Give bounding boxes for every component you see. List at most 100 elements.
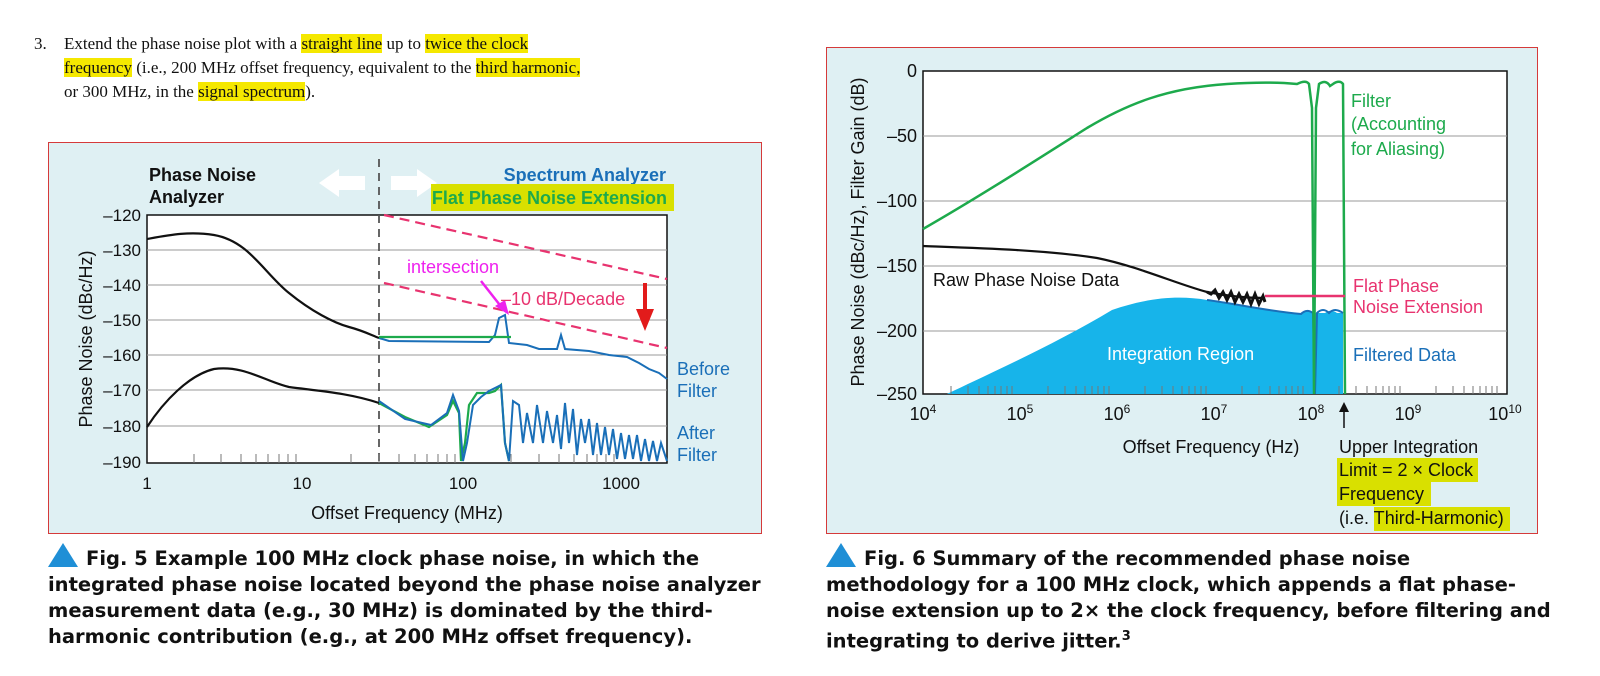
fig5-after-black-curve [146,367,380,428]
y-tick: –250 [877,384,917,404]
triangle-icon [48,543,78,567]
fig5-pna-label: Phase Noise [149,165,256,185]
y-tick: –200 [877,321,917,341]
y-tick: –190 [103,453,141,472]
x-tick: 10 [293,474,312,493]
caption-text: Fig. 5 Example 100 MHz clock phase noise… [48,547,761,648]
fig5-pna-label: Analyzer [149,187,224,207]
fig5-sa-label: Spectrum Analyzer [504,165,666,185]
fig6-x-ticks: 104 105 106 107 108 109 1010 [910,402,1522,424]
fig6-flat-label-line: Noise Extension [1353,297,1483,317]
down-arrow-icon [636,309,654,331]
fig5-y-ticks: –120 –130 –140 –150 –160 –170 –180 –190 [103,206,141,472]
fig5-slope-line-lower [383,281,668,350]
fig5-before-label: Filter [677,381,717,401]
fig6-filter-label: Filter (Accounting for Aliasing) [1351,91,1446,159]
y-tick: –50 [887,126,917,146]
fig6-upper-highlight [1337,458,1478,482]
fig5-flat-label-bg [431,184,674,211]
step-seg: ). [305,82,316,101]
fig6-filtered-curve [1206,299,1344,395]
x-tick: 109 [1395,402,1422,424]
step-paragraph: 3. Extend the phase noise plot with a st… [34,32,594,104]
y-tick: –180 [103,417,141,436]
x-tick: 107 [1201,402,1228,424]
fig6-upper-label: Limit = 2 × Clock [1339,460,1474,480]
triangle-icon [826,543,856,567]
fig6-filter-label-line: for Aliasing) [1351,139,1445,159]
fig5-series-labels: Before Filter After Filter [677,359,730,465]
arrow-head-icon [495,300,509,315]
fig5-before-blue-curve [378,313,668,380]
fig5-before-black-curve [146,232,380,340]
x-tick: 105 [1007,402,1034,424]
y-tick: –170 [103,381,141,400]
fig6-upper-label: (i.e. Third-Harmonic) [1339,508,1504,528]
figure-5-svg: Phase Noise Analyzer Spectrum Analyzer F… [76,159,730,523]
y-tick: –160 [103,346,141,365]
fig6-minor-ticks [950,386,1498,394]
y-tick: –150 [877,256,917,276]
figure-6-panel: 0 –50 –100 –150 –200 –250 104 105 106 10… [826,47,1538,534]
fig6-flat-label-line: Flat Phase [1353,276,1439,296]
step-highlight: third harmonic, [475,58,581,77]
fig5-slope-label: –10 dB/Decade [501,289,625,309]
fig5-minor-ticks [193,454,615,463]
step-seg: Extend the phase noise plot with a [64,34,302,53]
fig5-after-blue-curve [378,383,668,462]
step-text: Extend the phase noise plot with a strai… [64,32,594,104]
x-tick: 1010 [1488,402,1522,424]
caption-reference: 3 [1121,629,1131,644]
fig6-upper-highlight [1337,482,1431,506]
fig6-filter-label-line: (Accounting [1351,114,1446,134]
fig6-filter-curve [922,80,1347,395]
left-arrow-icon [319,169,365,197]
step-highlight: straight line [301,34,383,53]
x-tick: 1000 [602,474,640,493]
fig5-before-label: Before [677,359,730,379]
figure-5-caption: Fig. 5 Example 100 MHz clock phase noise… [48,543,788,650]
fig6-filter-label-line: Filter [1351,91,1391,111]
fig6-raw-noise [1206,287,1267,309]
fig5-intersection-label: intersection [407,257,499,277]
step-seg: up to [382,34,426,53]
step-seg: (i.e., 200 MHz offset frequency, equival… [131,58,476,77]
fig5-after-label: After [677,423,715,443]
fig6-integration-fill [947,297,1313,394]
y-tick: –150 [103,311,141,330]
fig5-x-ticks: 1 10 100 1000 [142,474,640,493]
step-seg: or 300 MHz, in the [64,82,199,101]
fig6-integration-label: Integration Region [1107,344,1254,364]
fig6-raw-label: Raw Phase Noise Data [933,270,1120,290]
step-number: 3. [34,34,47,53]
fig6-filtered-label: Filtered Data [1353,345,1457,365]
fig6-y-ticks: 0 –50 –100 –150 –200 –250 [877,61,917,404]
y-tick: 0 [907,61,917,81]
y-tick: –120 [103,206,141,225]
figure-5-panel: Phase Noise Analyzer Spectrum Analyzer F… [48,142,762,534]
x-tick: 1 [142,474,151,493]
fig5-slope-line-upper [383,213,668,281]
fig6-y-axis-label: Phase Noise (dBc/Hz), Filter Gain (dB) [848,77,868,386]
figure-6-caption: Fig. 6 Summary of the recommended phase … [826,543,1556,655]
figure-6-svg: 0 –50 –100 –150 –200 –250 104 105 106 10… [848,61,1522,531]
fig5-gridlines [147,249,667,427]
fig6-flat-label: Flat Phase Noise Extension [1353,276,1483,317]
fig5-x-axis-label: Offset Frequency (MHz) [311,503,503,523]
fig5-after-label: Filter [677,445,717,465]
fig5-y-axis-label: Phase Noise (dBc/Hz) [76,250,96,427]
fig6-upper-label: Upper Integration [1339,437,1478,457]
step-highlight: signal spectrum [198,82,306,101]
fig6-upper-label: Frequency [1339,484,1424,504]
right-arrow-icon [391,169,437,197]
fig5-flat-label: Flat Phase Noise Extension [432,188,667,208]
x-tick: 100 [449,474,477,493]
y-tick: –140 [103,276,141,295]
y-tick: –130 [103,241,141,260]
fig6-integration-fill-2 [1313,310,1343,394]
y-tick: –100 [877,191,917,211]
fig6-x-axis-label: Offset Frequency (Hz) [1123,437,1300,457]
up-arrow-icon [1339,402,1349,412]
x-tick: 104 [910,402,937,424]
caption-text: Fig. 6 Summary of the recommended phase … [826,547,1551,653]
